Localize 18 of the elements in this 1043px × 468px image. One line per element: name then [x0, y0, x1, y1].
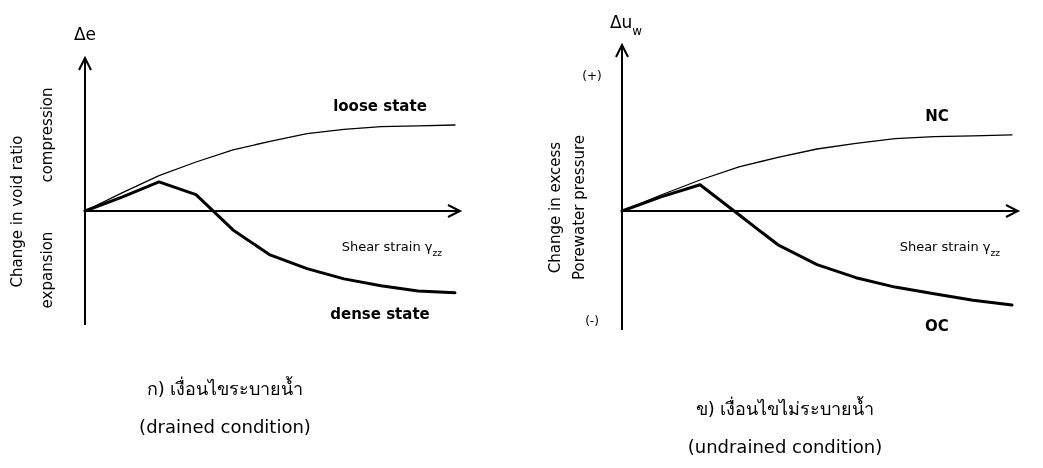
- y-axis-title: Change in void ratio: [8, 135, 26, 288]
- text: (+): [582, 69, 602, 83]
- text: expansion: [38, 231, 56, 309]
- text: (-): [585, 314, 599, 328]
- series-label: dense state: [330, 304, 430, 323]
- series-label: loose state: [333, 97, 427, 115]
- text: ก) เงื่อนไขระบายน้ำ: [146, 376, 304, 399]
- text: ข) เงื่อนไขไม่ระบายน้ำ: [695, 396, 875, 419]
- text: (drained condition): [139, 416, 311, 437]
- text: compression: [38, 87, 56, 183]
- x-axis-title: Shear strain γ$_{zz}$: [899, 239, 1001, 258]
- text: Δu$_{w}$: [609, 12, 643, 38]
- x-axis-title: Shear strain γ$_{zz}$: [341, 239, 443, 258]
- text: Δe: [73, 24, 97, 44]
- series-label: OC: [925, 317, 949, 335]
- y-axis-title: Change in excess Porewater pressure: [546, 134, 588, 281]
- text: (undrained condition): [687, 436, 883, 457]
- series-label: NC: [925, 106, 949, 125]
